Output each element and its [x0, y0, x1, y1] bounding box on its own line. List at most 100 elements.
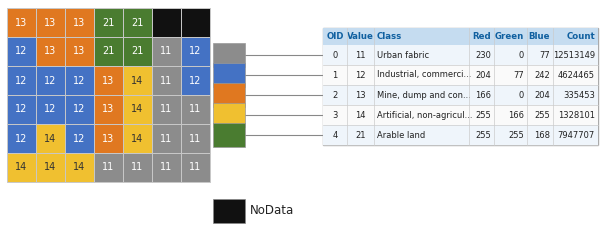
- Text: 168: 168: [534, 130, 550, 140]
- Bar: [123, 8, 152, 37]
- Text: 1: 1: [332, 71, 338, 79]
- Text: 204: 204: [534, 90, 550, 99]
- Text: 11: 11: [190, 162, 202, 172]
- Text: 14: 14: [131, 134, 143, 144]
- Text: 12: 12: [73, 134, 86, 144]
- Text: 3: 3: [332, 110, 338, 120]
- Bar: [181, 124, 210, 153]
- Text: 12: 12: [16, 47, 28, 56]
- Bar: [65, 124, 94, 153]
- Text: 77: 77: [513, 71, 524, 79]
- Bar: [7, 95, 36, 124]
- Text: 12: 12: [190, 75, 202, 86]
- Bar: [152, 37, 181, 66]
- Text: 13: 13: [16, 17, 28, 27]
- Text: 11: 11: [131, 162, 143, 172]
- Bar: [7, 153, 36, 182]
- Text: 14: 14: [44, 162, 56, 172]
- Bar: [181, 8, 210, 37]
- Bar: [323, 28, 598, 145]
- Bar: [65, 95, 94, 124]
- Text: 0: 0: [332, 51, 338, 59]
- Bar: [123, 124, 152, 153]
- Text: 13: 13: [103, 104, 115, 114]
- Text: 21: 21: [355, 130, 366, 140]
- Bar: [94, 66, 123, 95]
- Bar: [181, 37, 210, 66]
- Text: 21: 21: [103, 17, 115, 27]
- Bar: [94, 8, 123, 37]
- Text: Count: Count: [566, 32, 595, 41]
- Text: Urban fabric: Urban fabric: [377, 51, 429, 59]
- Text: 11: 11: [160, 134, 173, 144]
- Bar: [36, 95, 65, 124]
- Text: 14: 14: [355, 110, 366, 120]
- Text: 12: 12: [73, 104, 86, 114]
- Text: 13: 13: [44, 17, 56, 27]
- Text: 1328101: 1328101: [558, 110, 595, 120]
- Text: 11: 11: [190, 134, 202, 144]
- Text: 14: 14: [16, 162, 28, 172]
- Bar: [123, 66, 152, 95]
- Text: 11: 11: [355, 51, 366, 59]
- Bar: [152, 95, 181, 124]
- Text: OID: OID: [326, 32, 344, 41]
- Text: 166: 166: [475, 90, 491, 99]
- Bar: [152, 66, 181, 95]
- Text: 12: 12: [16, 134, 28, 144]
- Text: 11: 11: [160, 75, 173, 86]
- Text: 13: 13: [355, 90, 366, 99]
- Text: NoData: NoData: [250, 205, 294, 217]
- Bar: [7, 124, 36, 153]
- Text: 255: 255: [475, 110, 491, 120]
- Bar: [123, 153, 152, 182]
- Text: Mine, dump and con...: Mine, dump and con...: [377, 90, 471, 99]
- Bar: [94, 95, 123, 124]
- Text: 12: 12: [190, 47, 202, 56]
- Text: Industrial, commerci...: Industrial, commerci...: [377, 71, 472, 79]
- Bar: [36, 8, 65, 37]
- Bar: [213, 43, 245, 67]
- Text: 204: 204: [475, 71, 491, 79]
- Text: 11: 11: [160, 104, 173, 114]
- Bar: [94, 153, 123, 182]
- Text: 21: 21: [131, 17, 143, 27]
- Bar: [7, 8, 36, 37]
- Text: 13: 13: [73, 47, 86, 56]
- Text: 11: 11: [190, 104, 202, 114]
- Text: 12: 12: [44, 75, 56, 86]
- Text: Artificial, non-agricul...: Artificial, non-agricul...: [377, 110, 473, 120]
- Text: 0: 0: [519, 51, 524, 59]
- Bar: [323, 65, 598, 85]
- Text: 255: 255: [534, 110, 550, 120]
- Bar: [152, 153, 181, 182]
- Bar: [152, 124, 181, 153]
- Bar: [323, 125, 598, 145]
- Text: 13: 13: [44, 47, 56, 56]
- Bar: [323, 28, 598, 45]
- Text: Blue: Blue: [529, 32, 550, 41]
- Bar: [65, 66, 94, 95]
- Text: 12: 12: [16, 75, 28, 86]
- Text: 4624465: 4624465: [558, 71, 595, 79]
- Text: 14: 14: [131, 104, 143, 114]
- Bar: [123, 37, 152, 66]
- Bar: [7, 66, 36, 95]
- Text: 14: 14: [44, 134, 56, 144]
- Text: 12: 12: [44, 104, 56, 114]
- Text: 14: 14: [73, 162, 86, 172]
- Text: Arable land: Arable land: [377, 130, 425, 140]
- Text: 11: 11: [160, 47, 173, 56]
- Bar: [323, 85, 598, 105]
- Text: 4: 4: [332, 130, 338, 140]
- Bar: [65, 8, 94, 37]
- Bar: [181, 66, 210, 95]
- Text: 13: 13: [103, 134, 115, 144]
- Text: 77: 77: [539, 51, 550, 59]
- Text: 12: 12: [355, 71, 366, 79]
- Text: 7947707: 7947707: [558, 130, 595, 140]
- Bar: [94, 37, 123, 66]
- Text: 21: 21: [103, 47, 115, 56]
- Bar: [36, 124, 65, 153]
- Bar: [36, 153, 65, 182]
